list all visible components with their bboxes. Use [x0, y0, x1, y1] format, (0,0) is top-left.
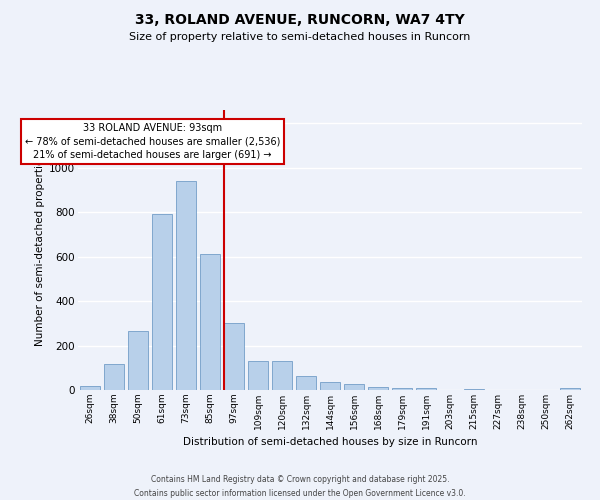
Text: 33, ROLAND AVENUE, RUNCORN, WA7 4TY: 33, ROLAND AVENUE, RUNCORN, WA7 4TY: [135, 12, 465, 26]
Bar: [104, 364, 124, 390]
Bar: [344, 384, 364, 390]
Bar: [128, 331, 148, 390]
Text: 33 ROLAND AVENUE: 93sqm
← 78% of semi-detached houses are smaller (2,536)
21% of: 33 ROLAND AVENUE: 93sqm ← 78% of semi-de…: [25, 124, 280, 160]
Bar: [272, 361, 292, 390]
Bar: [392, 388, 412, 390]
Bar: [368, 386, 388, 390]
Bar: [176, 181, 196, 390]
Bar: [224, 324, 244, 390]
Bar: [80, 386, 100, 390]
Y-axis label: Number of semi-detached properties: Number of semi-detached properties: [35, 154, 45, 346]
Bar: [200, 254, 220, 390]
X-axis label: Distribution of semi-detached houses by size in Runcorn: Distribution of semi-detached houses by …: [183, 438, 477, 448]
Bar: [296, 376, 316, 390]
Bar: [248, 361, 268, 390]
Text: Contains HM Land Registry data © Crown copyright and database right 2025.
Contai: Contains HM Land Registry data © Crown c…: [134, 476, 466, 498]
Text: Size of property relative to semi-detached houses in Runcorn: Size of property relative to semi-detach…: [130, 32, 470, 42]
Bar: [320, 382, 340, 390]
Bar: [560, 388, 580, 390]
Bar: [464, 389, 484, 390]
Bar: [416, 388, 436, 390]
Bar: [152, 214, 172, 390]
